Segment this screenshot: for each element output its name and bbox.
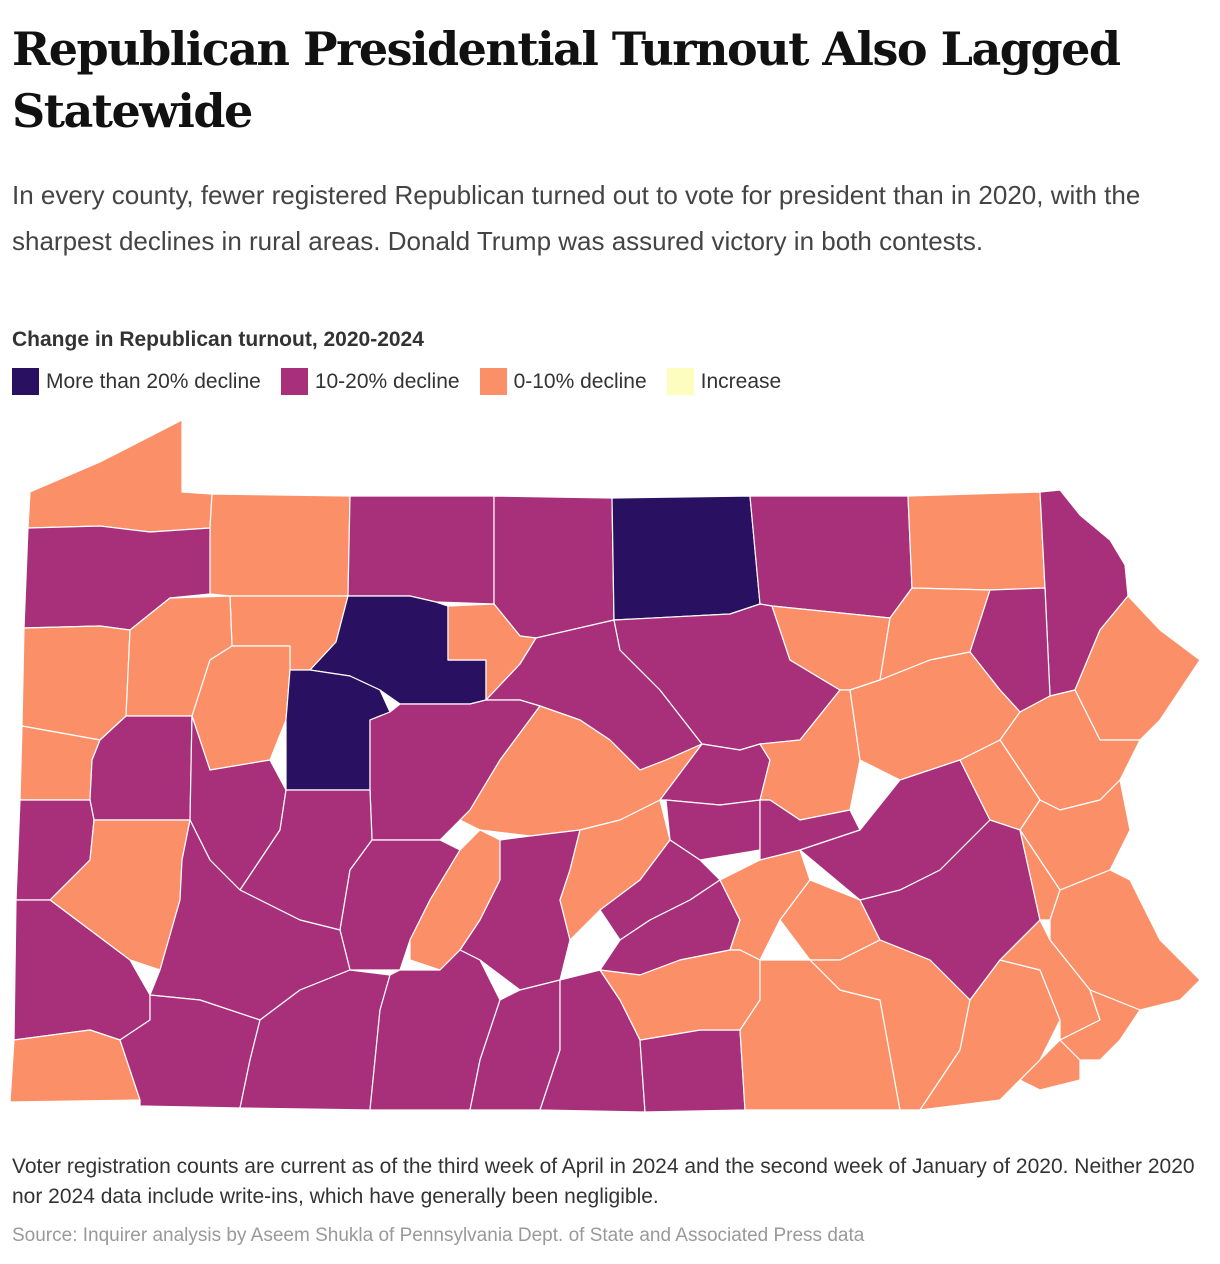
county-mercer [21, 625, 131, 741]
legend-swatch-10-20 [280, 368, 308, 395]
county-pike [1074, 595, 1201, 741]
legend-item-more-than-20: More than 20% decline [12, 368, 261, 395]
chart-title: Republican Presidential Turnout Also Lag… [12, 22, 1121, 138]
county-shapes [9, 419, 1201, 1113]
county-dauphin [719, 849, 811, 961]
county-bradford [749, 495, 913, 619]
footnote: Voter registration counts are current as… [12, 1155, 1195, 1208]
legend-swatch-increase [666, 368, 694, 395]
county-erie [27, 419, 213, 533]
legend-item-0-10: 0-10% decline [479, 368, 647, 395]
county-adams [639, 1029, 746, 1113]
legend-label-10-20: 10-20% decline [314, 369, 460, 393]
legend-label-increase: Increase [700, 369, 782, 393]
county-susquehanna [907, 491, 1046, 591]
legend-item-increase: Increase [666, 368, 782, 395]
legend-label-more-than-20: More than 20% decline [46, 369, 261, 393]
legend-item-10-20: 10-20% decline [280, 368, 460, 395]
legend-swatch-0-10 [479, 368, 507, 395]
legend: More than 20% decline 10-20% decline 0-1… [12, 368, 801, 395]
county-delaware [999, 1039, 1081, 1101]
legend-label-0-10: 0-10% decline [513, 369, 647, 393]
legend-title: Change in Republican turnout, 2020-2024 [12, 328, 424, 351]
county-potter [493, 495, 615, 639]
county-cambria [339, 839, 461, 971]
county-tioga [611, 495, 761, 621]
source-line: Source: Inquirer analysis by Aseem Shukl… [12, 1225, 865, 1246]
county-bucks [1049, 869, 1201, 1011]
county-warren [209, 493, 351, 597]
county-mckean [347, 495, 495, 605]
county-philadelphia [1059, 989, 1141, 1061]
legend-swatch-more-than-20 [12, 368, 39, 395]
chart-subtitle: In every county, fewer registered Republ… [12, 180, 1141, 256]
pennsylvania-county-map [9, 419, 1201, 1113]
